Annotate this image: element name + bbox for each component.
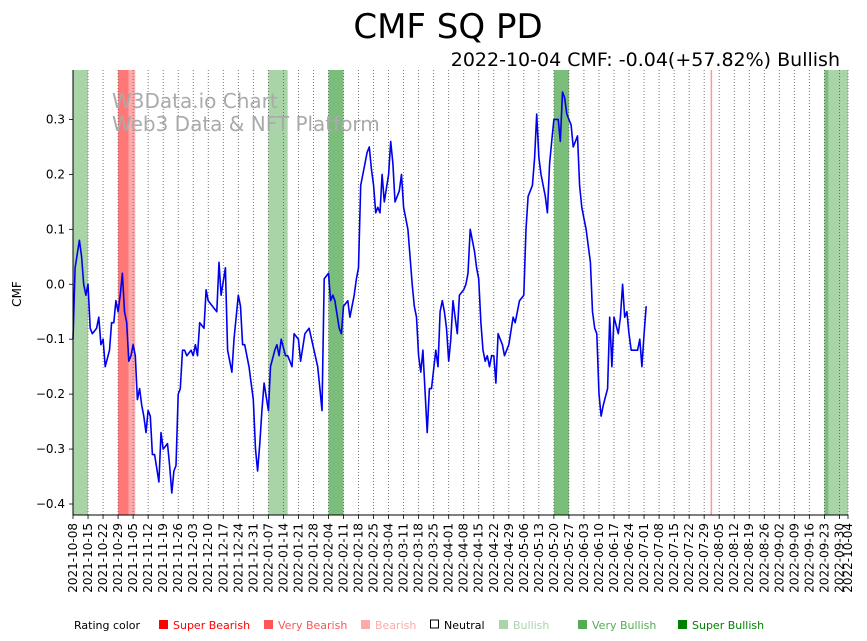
x-tick-label: 2022-03-18 <box>412 523 426 593</box>
x-grid <box>72 70 849 515</box>
legend-label-bullish: Bullish <box>513 619 549 632</box>
x-tick-label: 2022-09-23 <box>817 523 831 593</box>
x-tick-label: 2022-01-28 <box>306 523 320 593</box>
x-tick-label: 2022-09-30 <box>832 523 846 593</box>
y-tick-label: 0.3 <box>46 112 65 126</box>
legend-label-neutral: Neutral <box>444 619 485 632</box>
x-tick-label: 2022-07-01 <box>637 523 651 593</box>
y-tick-label: −0.1 <box>36 332 65 346</box>
x-tick-label: 2022-05-06 <box>517 523 531 593</box>
x-tick-label: 2021-12-10 <box>201 523 215 593</box>
x-tick-label: 2022-03-11 <box>397 523 411 593</box>
x-tick-label: 2021-10-15 <box>81 523 95 593</box>
legend-swatch-very-bearish <box>264 620 273 629</box>
y-tick-label: 0.0 <box>46 277 65 291</box>
x-tick-label: 2022-02-11 <box>336 523 350 593</box>
x-tick-label: 2022-01-14 <box>276 523 290 593</box>
x-tick-label: 2021-11-12 <box>141 523 155 593</box>
x-tick-label: 2022-07-15 <box>667 523 681 593</box>
band-5 <box>553 70 569 515</box>
legend-swatch-very-bullish <box>578 620 587 629</box>
x-tick-label: 2022-10-04 <box>841 523 855 593</box>
x-tick-label: 2021-12-17 <box>216 523 230 593</box>
x-tick-label: 2022-08-26 <box>757 523 771 593</box>
x-tick-label: 2022-09-16 <box>802 523 816 593</box>
legend-title: Rating color <box>74 619 141 632</box>
x-tick-label: 2021-12-31 <box>246 523 260 593</box>
band-4 <box>328 70 344 515</box>
x-tick-label: 2022-06-17 <box>607 523 621 593</box>
x-tick-label: 2021-12-24 <box>231 523 245 593</box>
x-tick-label: 2021-10-08 <box>66 523 80 593</box>
y-tick-label: −0.4 <box>36 497 65 511</box>
x-ticks: 2021-10-08 2021-10-15 2021-10-22 2021-10-29… <box>66 515 855 593</box>
band-8 <box>828 70 842 515</box>
y-tick-label: 0.1 <box>46 222 65 236</box>
y-tick-label: −0.3 <box>36 442 65 456</box>
legend-label-very-bullish: Very Bullish <box>592 619 656 632</box>
chart-title: CMF SQ PD <box>353 7 542 47</box>
band-9 <box>841 70 848 515</box>
x-tick-label: 2022-01-21 <box>291 523 305 593</box>
x-tick-label: 2022-03-25 <box>427 523 441 593</box>
legend-swatch-super-bearish <box>159 620 168 629</box>
legend-swatch-bearish <box>361 620 370 629</box>
x-tick-label: 2021-11-19 <box>156 523 170 593</box>
x-tick-label: 2022-02-25 <box>367 523 381 593</box>
x-tick-label: 2022-05-20 <box>547 523 561 593</box>
x-tick-label: 2022-06-24 <box>622 523 636 593</box>
y-ticks: 0.3 0.2 0.1 0.0 −0.1 −0.2 −0.3 −0.4 <box>36 112 73 511</box>
watermark-line-1: W3Data.io Chart <box>112 89 278 113</box>
x-tick-label: 2021-11-26 <box>171 523 185 593</box>
watermark-line-2: Web3 Data & NFT Platform <box>112 112 380 136</box>
x-tick-label: 2022-07-22 <box>682 523 696 593</box>
x-tick-label: 2021-12-03 <box>186 523 200 593</box>
axes <box>72 70 848 516</box>
x-tick-label: 2022-02-18 <box>352 523 366 593</box>
x-tick-label: 2022-08-12 <box>727 523 741 593</box>
x-tick-label: 2022-05-27 <box>562 523 576 593</box>
y-tick-label: 0.2 <box>46 167 65 181</box>
x-tick-label: 2021-11-05 <box>126 523 140 593</box>
rating-bands <box>73 70 848 515</box>
band-0 <box>73 70 89 515</box>
y-axis-label: CMF <box>10 281 24 307</box>
x-tick-label: 2022-04-22 <box>487 523 501 593</box>
legend-label-super-bullish: Super Bullish <box>692 619 764 632</box>
x-tick-label: 2022-09-09 <box>787 523 801 593</box>
legend-swatch-bullish <box>499 620 508 629</box>
x-tick-label: 2022-04-29 <box>502 523 516 593</box>
y-tick-label: −0.2 <box>36 387 65 401</box>
x-tick-label: 2021-10-29 <box>111 523 125 593</box>
legend-label-very-bearish: Very Bearish <box>278 619 347 632</box>
legend-label-super-bearish: Super Bearish <box>173 619 250 632</box>
rating-legend: Rating color Super Bearish Very Bearish Bea… <box>74 619 764 632</box>
x-tick-label: 2022-06-10 <box>592 523 606 593</box>
x-tick-label: 2022-04-15 <box>472 523 486 593</box>
x-tick-label: 2021-10-22 <box>96 523 110 593</box>
x-tick-label: 2022-03-04 <box>382 523 396 593</box>
x-tick-label: 2022-06-03 <box>577 523 591 593</box>
x-tick-label: 2022-04-08 <box>457 523 471 593</box>
chart-subtitle: 2022-10-04 CMF: -0.04(+57.82%) Bullish <box>451 49 840 71</box>
x-tick-label: 2022-08-19 <box>742 523 756 593</box>
x-tick-label: 2022-01-07 <box>261 523 275 593</box>
x-tick-label: 2022-07-08 <box>652 523 666 593</box>
x-tick-label: 2022-02-04 <box>321 523 335 593</box>
x-tick-label: 2022-09-02 <box>772 523 786 593</box>
legend-swatch-super-bullish <box>678 620 687 629</box>
x-tick-label: 2022-04-01 <box>442 523 456 593</box>
cmf-series-line <box>72 91 647 494</box>
x-tick-label: 2022-07-29 <box>697 523 711 593</box>
band-7 <box>824 70 829 515</box>
legend-swatch-neutral <box>430 619 439 629</box>
band-6 <box>710 70 713 515</box>
legend-label-bearish: Bearish <box>375 619 416 632</box>
band-3 <box>268 70 288 515</box>
band-2 <box>128 70 136 515</box>
x-tick-label: 2022-08-05 <box>712 523 726 593</box>
x-tick-label: 2022-05-13 <box>532 523 546 593</box>
